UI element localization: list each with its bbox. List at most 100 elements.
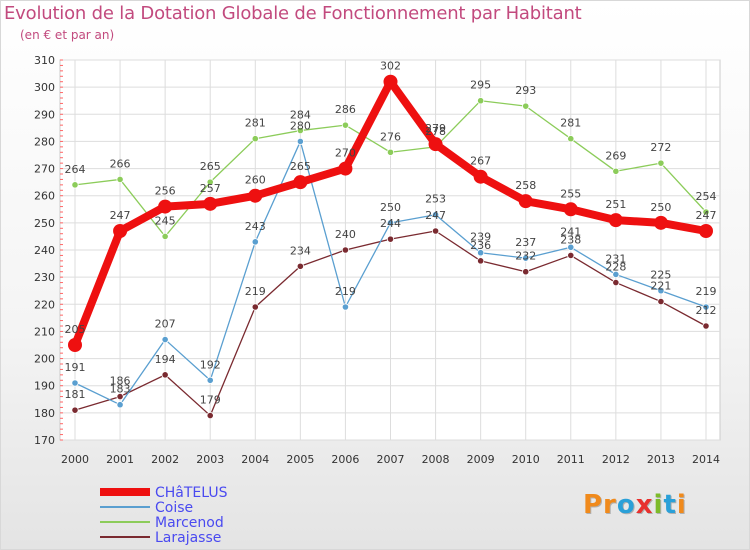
- data-label: 212: [696, 304, 717, 317]
- data-point: [386, 219, 395, 227]
- logo-letter: i: [653, 490, 664, 520]
- data-label: 264: [65, 163, 86, 176]
- y-tick-label: 270: [34, 163, 55, 176]
- data-label: 245: [155, 214, 176, 227]
- logo-letter: t: [663, 490, 677, 520]
- data-point: [657, 297, 665, 306]
- data-point: [522, 268, 530, 276]
- data-point: [473, 169, 488, 184]
- data-point: [251, 238, 259, 246]
- data-label: 286: [335, 103, 356, 116]
- y-tick-label: 170: [34, 434, 55, 447]
- data-label: 231: [605, 252, 626, 265]
- data-label: 239: [470, 231, 491, 244]
- data-label: 284: [290, 109, 311, 122]
- data-point: [158, 199, 173, 214]
- data-point: [522, 102, 530, 110]
- logo-letter: Pr: [583, 490, 617, 520]
- x-tick-label: 2009: [467, 453, 495, 466]
- data-point: [612, 270, 620, 279]
- data-point: [702, 322, 710, 330]
- data-label: 247: [696, 209, 717, 222]
- data-point: [431, 227, 440, 235]
- x-tick-label: 2003: [196, 453, 224, 466]
- data-point: [116, 175, 124, 184]
- data-label: 247: [425, 209, 446, 222]
- data-point: [699, 224, 713, 238]
- x-tick-label: 2002: [151, 453, 179, 466]
- data-point: [248, 188, 263, 203]
- data-label: 280: [290, 119, 311, 132]
- data-point: [206, 411, 214, 420]
- proxiti-logo: Proxiti: [583, 490, 687, 520]
- data-label: 250: [650, 201, 671, 214]
- data-label: 267: [470, 155, 491, 168]
- data-label: 266: [110, 157, 131, 170]
- data-label: 243: [245, 220, 266, 233]
- data-label: 265: [200, 160, 221, 173]
- data-point: [341, 303, 350, 311]
- data-label: 219: [245, 285, 266, 298]
- data-label: 260: [245, 174, 266, 187]
- data-point: [116, 392, 124, 401]
- data-point: [477, 249, 485, 257]
- data-label: 194: [155, 353, 176, 366]
- data-point: [161, 232, 169, 241]
- y-tick-label: 210: [34, 325, 55, 338]
- data-point: [251, 135, 259, 143]
- x-tick-label: 2012: [602, 453, 630, 466]
- data-label: 253: [425, 193, 446, 206]
- data-label: 241: [560, 225, 581, 238]
- data-point: [612, 167, 620, 175]
- chart-title: Evolution de la Dotation Globale de Fonc…: [4, 3, 582, 24]
- data-point: [341, 121, 350, 129]
- data-point: [518, 194, 533, 209]
- chart-subtitle: (en € et par an): [20, 28, 115, 42]
- data-label: 221: [650, 280, 671, 293]
- legend-label: Coise: [155, 500, 193, 516]
- y-tick-label: 280: [34, 135, 55, 148]
- data-point: [341, 246, 350, 254]
- data-point: [477, 97, 485, 105]
- data-label: 237: [515, 236, 536, 249]
- data-point: [68, 338, 82, 352]
- data-point: [203, 196, 218, 211]
- data-label: 191: [65, 361, 86, 374]
- data-point: [71, 181, 79, 189]
- data-point: [293, 175, 308, 190]
- data-label: 270: [335, 147, 356, 160]
- x-tick-label: 2004: [241, 453, 269, 466]
- y-tick-label: 190: [34, 380, 55, 393]
- y-tick-label: 250: [34, 217, 55, 230]
- data-label: 257: [200, 182, 221, 195]
- data-label: 179: [200, 394, 221, 407]
- data-label: 219: [335, 285, 356, 298]
- x-tick-label: 2001: [106, 453, 134, 466]
- data-point: [522, 254, 530, 262]
- data-label: 258: [515, 179, 536, 192]
- data-label: 272: [650, 141, 671, 154]
- x-tick-label: 2011: [557, 453, 585, 466]
- data-label: 256: [155, 185, 176, 198]
- data-point: [116, 401, 124, 409]
- y-tick-label: 230: [34, 271, 55, 284]
- y-tick-label: 240: [34, 244, 55, 257]
- data-label: 247: [110, 209, 131, 222]
- data-point: [608, 213, 623, 228]
- x-tick-label: 2007: [377, 453, 405, 466]
- data-label: 278: [425, 125, 446, 138]
- y-tick-label: 260: [34, 190, 55, 203]
- data-label: 295: [470, 79, 491, 92]
- data-point: [71, 379, 79, 387]
- x-tick-label: 2005: [286, 453, 314, 466]
- data-point: [386, 148, 395, 156]
- data-point: [296, 137, 304, 146]
- logo-letter: x: [635, 490, 654, 520]
- data-point: [161, 335, 169, 344]
- data-point: [296, 262, 304, 270]
- data-label: 254: [696, 190, 717, 203]
- data-label: 251: [605, 198, 626, 211]
- data-point: [251, 303, 259, 311]
- data-label: 269: [605, 149, 626, 162]
- legend-label: Larajasse: [155, 530, 221, 546]
